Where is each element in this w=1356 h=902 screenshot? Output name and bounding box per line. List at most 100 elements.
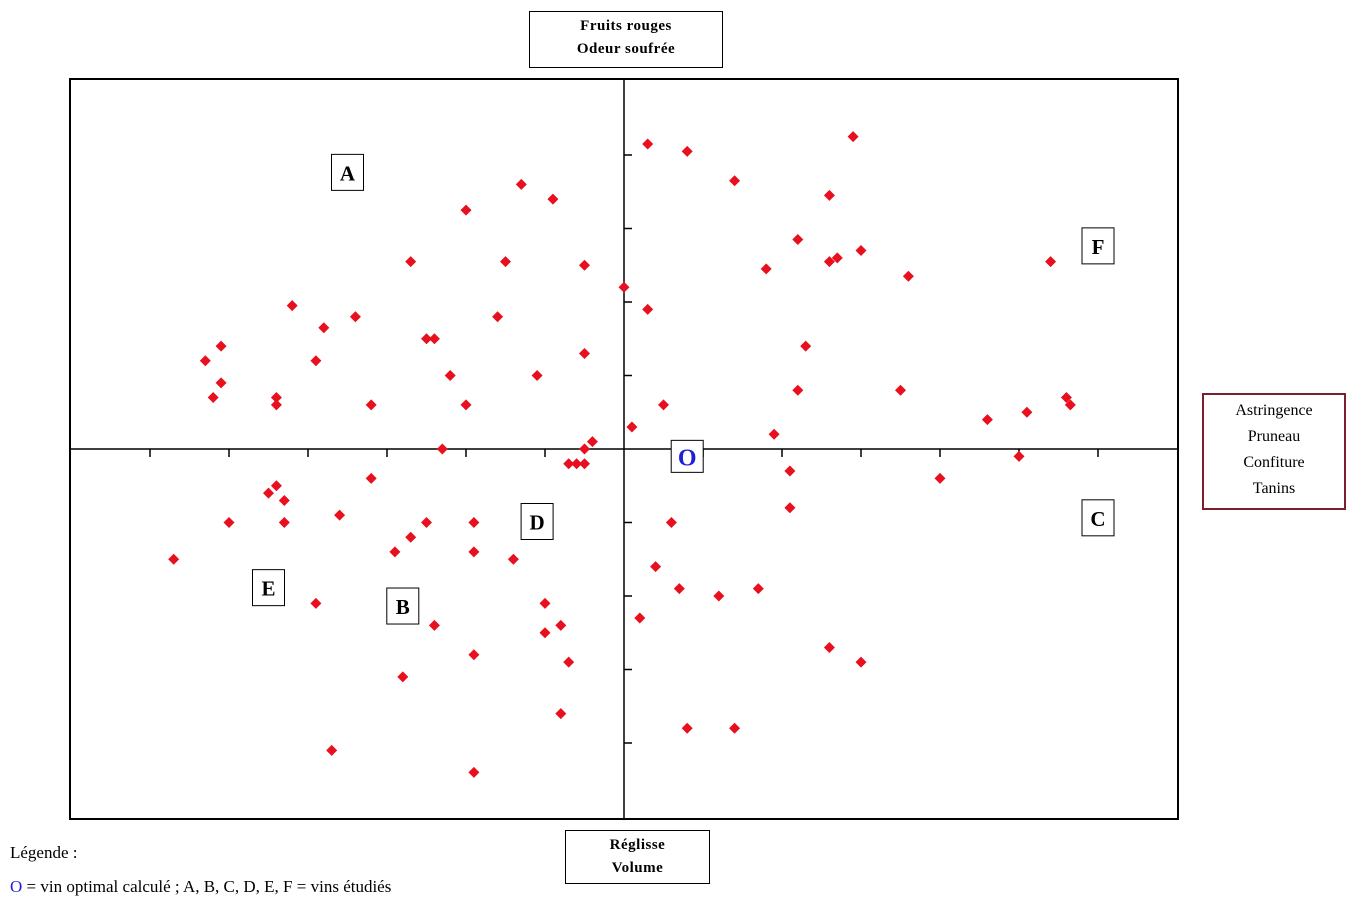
data-point [421, 517, 432, 528]
data-point [507, 553, 519, 565]
data-point [571, 458, 583, 470]
data-point [421, 333, 432, 345]
right-axis-label-line-3: Confiture [1243, 454, 1305, 471]
legend-optimal-symbol: O [10, 877, 23, 896]
data-point [405, 531, 417, 543]
data-point [658, 399, 669, 411]
data-point [555, 619, 567, 631]
right-axis-label-line-4: Tanins [1252, 480, 1296, 497]
bottom-axis-label: Réglisse Volume [565, 830, 710, 884]
data-point [823, 189, 835, 201]
data-point [168, 553, 180, 565]
wine-label-f: F [1081, 227, 1115, 265]
data-point [444, 370, 456, 381]
data-point [800, 340, 812, 352]
data-point [934, 472, 946, 484]
wine-labels: A B C D E F O [252, 153, 1115, 625]
data-point [902, 270, 914, 282]
optimal-point: O [670, 439, 704, 473]
wine-label-text: F [1092, 235, 1105, 259]
legend-description: = vin optimal calculé ; A, B, C, D, E, F… [22, 877, 392, 896]
data-point [768, 428, 780, 440]
data-point [681, 722, 693, 734]
wine-label-e: E [252, 569, 285, 607]
data-point [586, 436, 598, 448]
data-point [823, 641, 835, 653]
data-point [223, 517, 235, 528]
data-point [428, 619, 440, 631]
data-point [539, 597, 551, 609]
wine-label-text: B [396, 595, 410, 619]
wine-label-box [520, 503, 554, 540]
data-point [492, 311, 504, 323]
wine-label-text: D [530, 511, 545, 535]
wine-label-box [386, 587, 420, 625]
data-point [310, 597, 322, 609]
data-point [729, 175, 741, 187]
wine-label-box [331, 153, 364, 191]
data-point [792, 384, 804, 396]
data-point [784, 502, 796, 514]
data-point [468, 517, 480, 528]
optimal-point-box [670, 439, 704, 473]
data-point [729, 722, 741, 734]
data-point [634, 612, 646, 624]
wine-label-text: A [340, 161, 356, 185]
data-point [436, 443, 448, 455]
right-axis-label-line-1: Astringence [1235, 402, 1313, 419]
data-point [665, 517, 677, 528]
data-point [823, 256, 835, 268]
data-point [531, 370, 543, 381]
bottom-axis-label-line-2: Volume [611, 860, 664, 876]
data-point [760, 263, 772, 275]
wine-label-b: B [386, 587, 420, 625]
legend-title: Légende : [10, 843, 78, 862]
data-point [579, 443, 590, 455]
data-point [428, 333, 440, 345]
data-point [326, 744, 338, 756]
data-point [847, 131, 859, 143]
data-point [1064, 399, 1076, 411]
data-point [468, 766, 480, 778]
top-axis-label: Fruits rouges Odeur soufrée [529, 11, 723, 68]
data-point [500, 256, 511, 268]
data-point [515, 178, 527, 190]
data-point [831, 252, 843, 264]
data-point [555, 708, 567, 720]
data-point [650, 561, 662, 573]
data-point [855, 245, 867, 257]
data-point [673, 583, 685, 595]
top-axis-label-line-2: Odeur soufrée [576, 41, 676, 57]
wine-label-text: C [1090, 507, 1105, 531]
data-point [207, 392, 219, 404]
wine-label-box [252, 569, 285, 607]
data-point [784, 465, 796, 477]
data-point [618, 281, 630, 293]
data-point [579, 259, 590, 271]
data-point [460, 204, 472, 216]
data-point [1045, 256, 1057, 268]
data-point [626, 421, 638, 433]
data-point [579, 347, 590, 359]
data-point [365, 472, 377, 484]
data-point [642, 303, 654, 315]
data-point [389, 546, 401, 558]
data-point [563, 458, 575, 470]
data-point [460, 399, 472, 411]
data-point [215, 377, 227, 389]
data-point [752, 583, 764, 595]
data-point [981, 414, 993, 426]
bottom-axis-label-line-1: Réglisse [609, 837, 666, 853]
data-point [310, 355, 322, 367]
data-point [1013, 450, 1025, 462]
wine-label-a: A [331, 153, 364, 191]
right-axis-label-line-2: Pruneau [1247, 428, 1301, 445]
data-point [263, 487, 274, 499]
legend-text: O = vin optimal calculé ; A, B, C, D, E,… [10, 877, 391, 897]
data-point [270, 392, 282, 404]
data-point [215, 340, 227, 352]
data-point [579, 458, 590, 470]
data-point [199, 355, 211, 367]
wine-label-box [1081, 499, 1115, 537]
